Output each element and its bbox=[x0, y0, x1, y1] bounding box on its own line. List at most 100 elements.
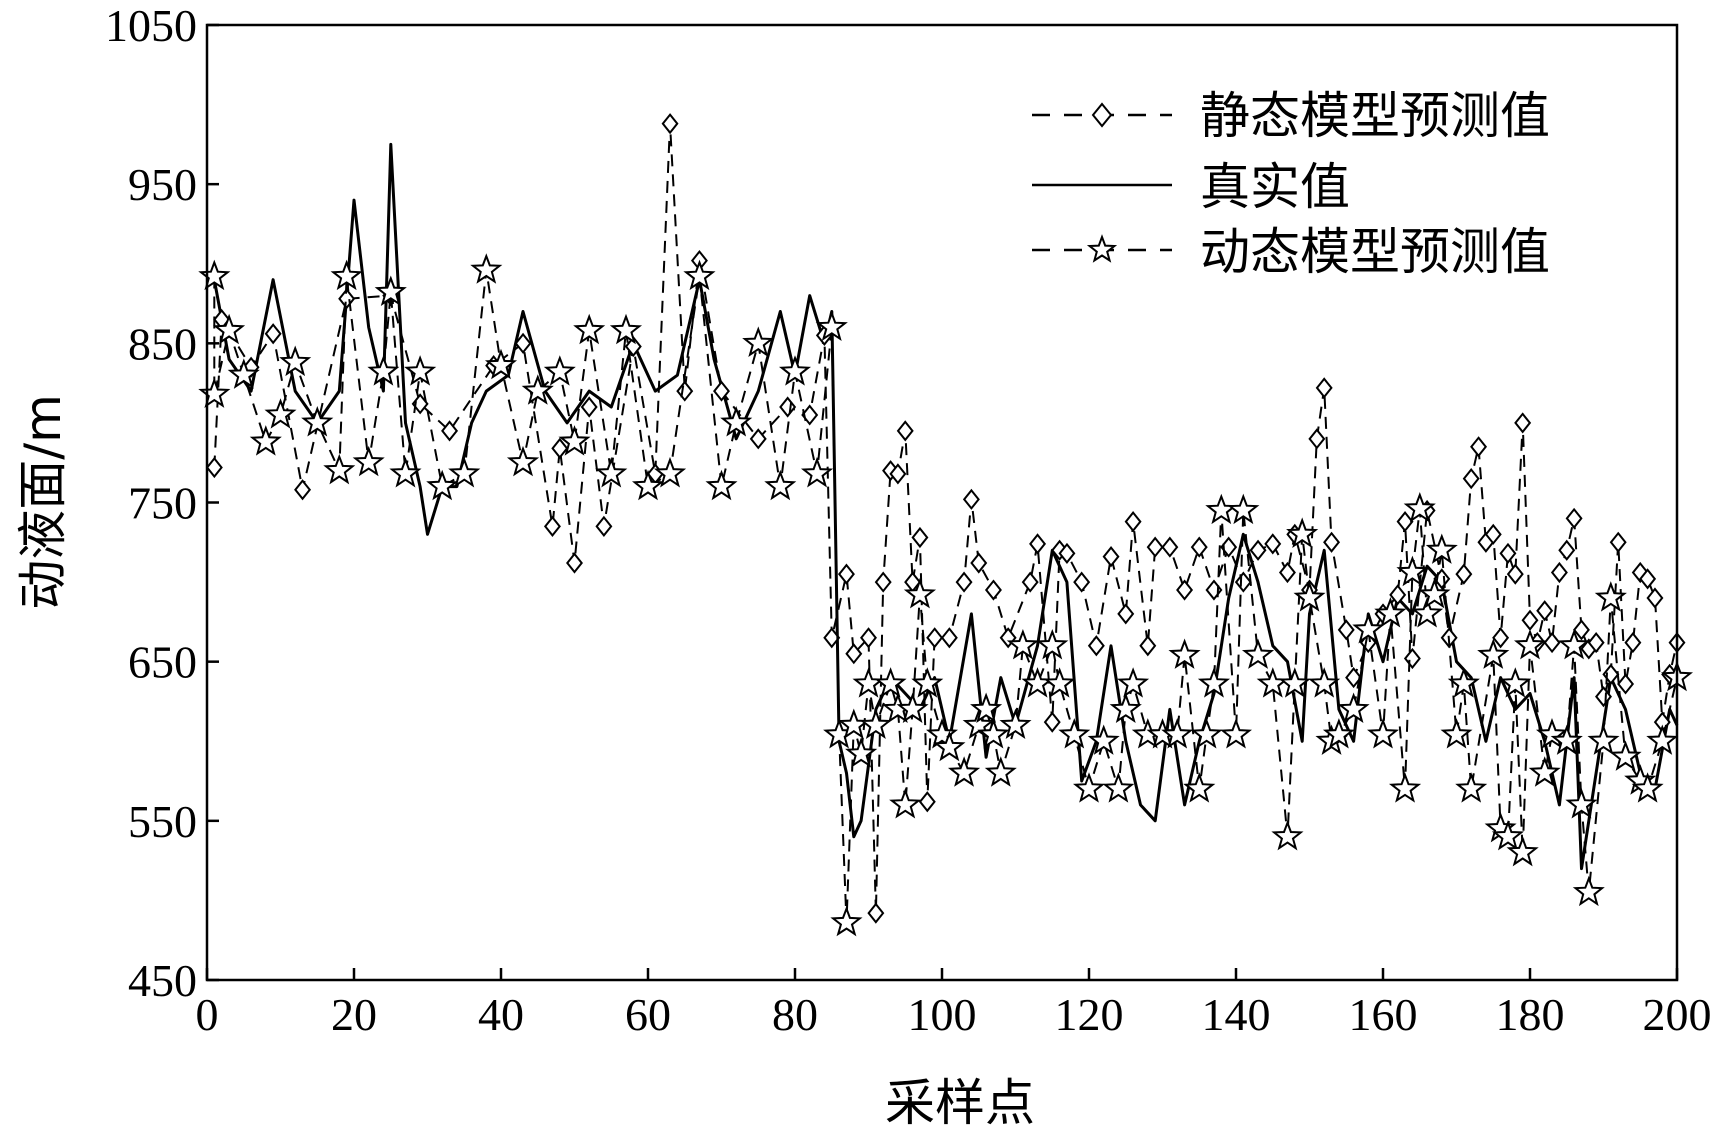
x-tick-label-40: 40 bbox=[478, 989, 524, 1040]
dynamic-point-100 bbox=[1491, 819, 1525, 851]
dynamic-point-82 bbox=[1308, 667, 1341, 698]
y-axis-title: 动液面/m bbox=[14, 394, 72, 610]
dynamic-point-114 bbox=[1631, 772, 1664, 803]
y-tick-label-950: 950 bbox=[128, 159, 197, 210]
dynamic-point-101 bbox=[1499, 667, 1532, 698]
dynamic-point-4 bbox=[249, 425, 282, 456]
static-point-43 bbox=[984, 579, 1002, 601]
dynamic-point-16 bbox=[448, 456, 481, 488]
static-point-54 bbox=[1124, 510, 1142, 533]
dynamic-point-98 bbox=[1477, 638, 1510, 669]
dynamic-point-19 bbox=[506, 445, 540, 477]
dynamic-point-84 bbox=[1322, 718, 1355, 749]
static-point-4 bbox=[294, 479, 312, 501]
static-point-23 bbox=[779, 396, 797, 418]
static-point-28 bbox=[845, 643, 863, 665]
static-point-56 bbox=[1146, 536, 1164, 558]
legend: 静态模型预测值 真实值 动态模型预测值 bbox=[1032, 87, 1550, 281]
static-point-42 bbox=[970, 552, 988, 574]
dynamic-point-89 bbox=[1388, 772, 1422, 803]
dynamic-point-111 bbox=[1594, 581, 1627, 612]
static-point-33 bbox=[889, 463, 907, 485]
static-point-30 bbox=[867, 902, 885, 924]
dynamic-point-45 bbox=[896, 692, 929, 723]
static-point-24 bbox=[801, 404, 819, 426]
dynamic-point-96 bbox=[1447, 667, 1480, 698]
dynamic-point-107 bbox=[1558, 628, 1591, 660]
dynamic-point-1 bbox=[198, 377, 231, 408]
dynamic-point-46 bbox=[903, 577, 937, 609]
dynamic-point-109 bbox=[1572, 875, 1605, 907]
y-tick-label-450: 450 bbox=[128, 955, 197, 1006]
x-tick-label-180: 180 bbox=[1496, 989, 1565, 1040]
dynamic-point-30 bbox=[720, 406, 753, 437]
dynamic-point-42 bbox=[874, 667, 907, 698]
static-point-89 bbox=[1514, 412, 1532, 434]
dynamic-point-72 bbox=[1197, 667, 1231, 698]
static-point-59 bbox=[1190, 536, 1208, 558]
dynamic-point-104 bbox=[1528, 756, 1561, 787]
static-point-49 bbox=[1058, 542, 1076, 565]
dynamic-point-108 bbox=[1565, 788, 1598, 819]
dynamic-point-11 bbox=[367, 355, 400, 386]
static-point-58 bbox=[1176, 579, 1194, 601]
static-point-60 bbox=[1205, 579, 1223, 601]
dynamic-point-44 bbox=[889, 788, 922, 819]
dynamic-point-24 bbox=[595, 456, 628, 488]
dynamic-point-81 bbox=[1293, 581, 1326, 612]
dynamic-point-79 bbox=[1278, 667, 1311, 698]
dynamic-point-65 bbox=[1117, 667, 1150, 698]
dynamic-point-25 bbox=[609, 313, 643, 345]
static-point-27 bbox=[837, 563, 855, 585]
x-tick-label-100: 100 bbox=[908, 989, 977, 1040]
static-point-107 bbox=[1646, 587, 1664, 609]
dynamic-point-31 bbox=[742, 326, 775, 358]
static-point-22 bbox=[749, 428, 767, 450]
static-point-38 bbox=[926, 627, 944, 649]
dynamic-point-76 bbox=[1241, 638, 1275, 669]
static-point-85 bbox=[1484, 523, 1502, 545]
static-point-104 bbox=[1624, 631, 1642, 654]
static-point-77 bbox=[1403, 647, 1421, 670]
y-tick-label-850: 850 bbox=[128, 318, 197, 369]
dynamic-point-62 bbox=[1087, 724, 1120, 755]
dynamic-point-47 bbox=[911, 667, 944, 698]
dynamic-point-33 bbox=[778, 355, 812, 386]
dynamic-point-20 bbox=[521, 374, 554, 405]
static-point-65 bbox=[1278, 561, 1296, 584]
legend-label-actual: 真实值 bbox=[1200, 158, 1350, 216]
static-point-8 bbox=[441, 420, 459, 442]
dynamic-point-12 bbox=[374, 275, 407, 307]
dynamic-point-86 bbox=[1352, 612, 1385, 644]
dynamic-point-55 bbox=[999, 708, 1032, 740]
static-point-13 bbox=[566, 552, 583, 574]
y-tick-label-1050: 1050 bbox=[105, 0, 197, 51]
dynamic-point-52 bbox=[970, 692, 1003, 723]
x-tick-label-200: 200 bbox=[1643, 989, 1712, 1040]
dynamic-point-90 bbox=[1396, 555, 1429, 587]
dynamic-point-26 bbox=[631, 469, 665, 501]
dynamic-point-34 bbox=[800, 456, 834, 488]
dynamic-point-8 bbox=[323, 453, 356, 485]
static-point-47 bbox=[1043, 711, 1061, 733]
plot-frame bbox=[205, 23, 1679, 982]
dynamic-point-9 bbox=[330, 259, 363, 291]
static-point-100 bbox=[1595, 686, 1612, 708]
dynamic-point-93 bbox=[1418, 577, 1451, 609]
static-point-52 bbox=[1102, 546, 1120, 568]
dynamic-point-58 bbox=[1036, 628, 1069, 660]
dynamic-point-39 bbox=[845, 737, 878, 768]
dynamic-point-105 bbox=[1535, 718, 1569, 749]
dynamic-point-37 bbox=[830, 905, 863, 937]
static-point-3 bbox=[264, 323, 282, 345]
dynamic-point-21 bbox=[543, 355, 576, 386]
static-point-40 bbox=[955, 571, 973, 593]
dynamic-point-80 bbox=[1286, 517, 1319, 549]
dynamic-point-103 bbox=[1513, 628, 1547, 660]
static-point-18 bbox=[661, 113, 679, 135]
static-point-37 bbox=[918, 791, 936, 813]
dynamic-point-87 bbox=[1366, 718, 1400, 749]
series-line-0 bbox=[213, 122, 1678, 915]
dynamic-point-0 bbox=[198, 259, 231, 291]
